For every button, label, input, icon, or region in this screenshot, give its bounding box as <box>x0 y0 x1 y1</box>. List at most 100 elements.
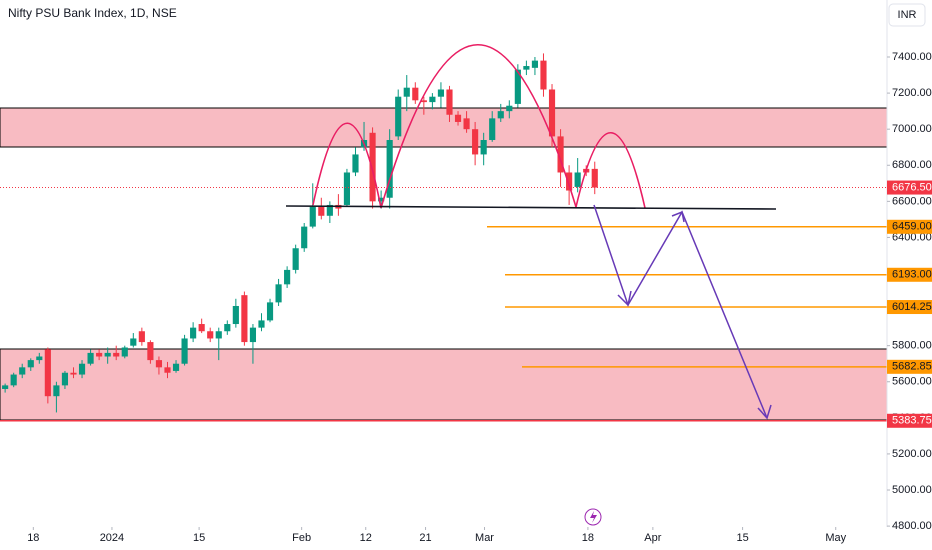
candle-body <box>190 327 197 339</box>
x-tick-label: May <box>825 532 846 544</box>
candle-body <box>497 111 504 119</box>
candle-body <box>164 367 171 373</box>
y-tick-label: 7200.00 <box>892 87 932 99</box>
candle-body <box>506 105 513 112</box>
price-tag-label: 6193.00 <box>892 269 932 281</box>
y-tick-label: 5000.00 <box>892 484 932 496</box>
price-tag <box>887 180 932 195</box>
candle-body <box>232 305 239 325</box>
y-tick-label: 5800.00 <box>892 340 932 352</box>
candle-body <box>557 136 564 173</box>
supply-zone <box>0 107 888 148</box>
price-tag <box>887 300 932 315</box>
candle-body <box>172 363 180 371</box>
candle-body <box>309 206 316 227</box>
candle-body <box>266 302 274 321</box>
candle-body <box>463 118 470 130</box>
projection-arrows <box>593 204 772 420</box>
candle-body <box>241 295 248 343</box>
candle-body <box>96 352 103 357</box>
candle-body <box>489 118 496 141</box>
left-shoulder <box>312 122 382 209</box>
candle-body <box>437 89 445 97</box>
candle-body <box>78 363 86 375</box>
arrow-head <box>617 290 632 307</box>
candle-body <box>386 140 393 198</box>
candle-body <box>566 172 573 191</box>
currency-label[interactable]: INR <box>898 9 917 21</box>
y-tick-label: 7000.00 <box>892 123 932 135</box>
candle-body <box>514 69 521 104</box>
neckline <box>285 205 777 210</box>
y-tick-label: 5600.00 <box>892 376 932 388</box>
candle-body <box>326 204 333 216</box>
candle-body <box>138 331 145 343</box>
price-tag <box>887 359 932 374</box>
y-tick-label: 6400.00 <box>892 231 932 243</box>
candle-body <box>36 356 43 361</box>
candle-body <box>540 60 547 90</box>
x-tick-label: 18 <box>27 532 39 544</box>
demand-zone <box>0 348 888 421</box>
x-tick-label: Apr <box>644 532 661 544</box>
y-tick-label: 6600.00 <box>892 195 932 207</box>
candle-body <box>275 284 282 303</box>
candle-body <box>574 172 581 187</box>
currency-button[interactable] <box>888 3 926 27</box>
price-tag <box>887 413 932 428</box>
candle-body <box>224 324 231 332</box>
candle-body <box>44 349 51 397</box>
head <box>380 44 577 209</box>
candle-body <box>198 324 205 332</box>
candle-body <box>104 352 111 357</box>
candle-body <box>429 96 436 103</box>
candle-body <box>343 172 351 205</box>
x-tick-label: 18 <box>582 532 594 544</box>
candle-body <box>531 60 539 68</box>
price-tag-label: 5383.75 <box>892 415 932 427</box>
candle-body <box>113 352 120 357</box>
price-tag-label: 6014.25 <box>892 301 932 313</box>
candle-body <box>412 87 419 101</box>
candle-body <box>378 197 385 202</box>
x-tick-label: 15 <box>193 532 205 544</box>
candle-body <box>181 338 188 364</box>
x-tick-label: 21 <box>419 532 431 544</box>
candle-body <box>523 66 530 70</box>
candle-body <box>258 320 265 328</box>
x-tick-label: 2024 <box>100 532 124 544</box>
candle-body <box>292 248 299 270</box>
x-tick-label: 15 <box>736 532 748 544</box>
pattern-arcs <box>312 44 646 209</box>
candle-body <box>480 140 487 155</box>
price-tag-label: 5682.85 <box>892 361 932 373</box>
x-tick-label: Mar <box>475 532 494 544</box>
candle-body <box>10 374 17 386</box>
candle-body <box>318 206 325 216</box>
candle-body <box>130 338 137 346</box>
candle-body <box>61 372 69 386</box>
candle-body <box>395 96 402 137</box>
arrow-head <box>757 404 772 420</box>
candle-body <box>446 89 453 115</box>
candle-body <box>352 154 359 173</box>
candle-body <box>215 331 222 339</box>
chart-title: Nifty PSU Bank Index, 1D, NSE <box>8 6 177 20</box>
y-tick-label: 4800.00 <box>892 520 932 532</box>
candle-body <box>369 132 376 202</box>
candle-body <box>403 87 410 97</box>
candle-body <box>420 100 427 103</box>
candle-body <box>87 352 94 364</box>
candle-body <box>155 360 163 368</box>
x-tick-label: 12 <box>360 532 372 544</box>
candle-body <box>121 347 128 357</box>
arrow-head <box>671 210 685 223</box>
candle-body <box>591 168 598 188</box>
right-shoulder <box>575 131 646 209</box>
candle-body <box>147 342 154 361</box>
candle-body <box>284 269 291 285</box>
y-tick-label: 7400.00 <box>892 51 932 63</box>
x-tick-label: Feb <box>292 532 311 544</box>
price-tag-label: 6459.00 <box>892 221 932 233</box>
candle-body <box>548 89 556 137</box>
